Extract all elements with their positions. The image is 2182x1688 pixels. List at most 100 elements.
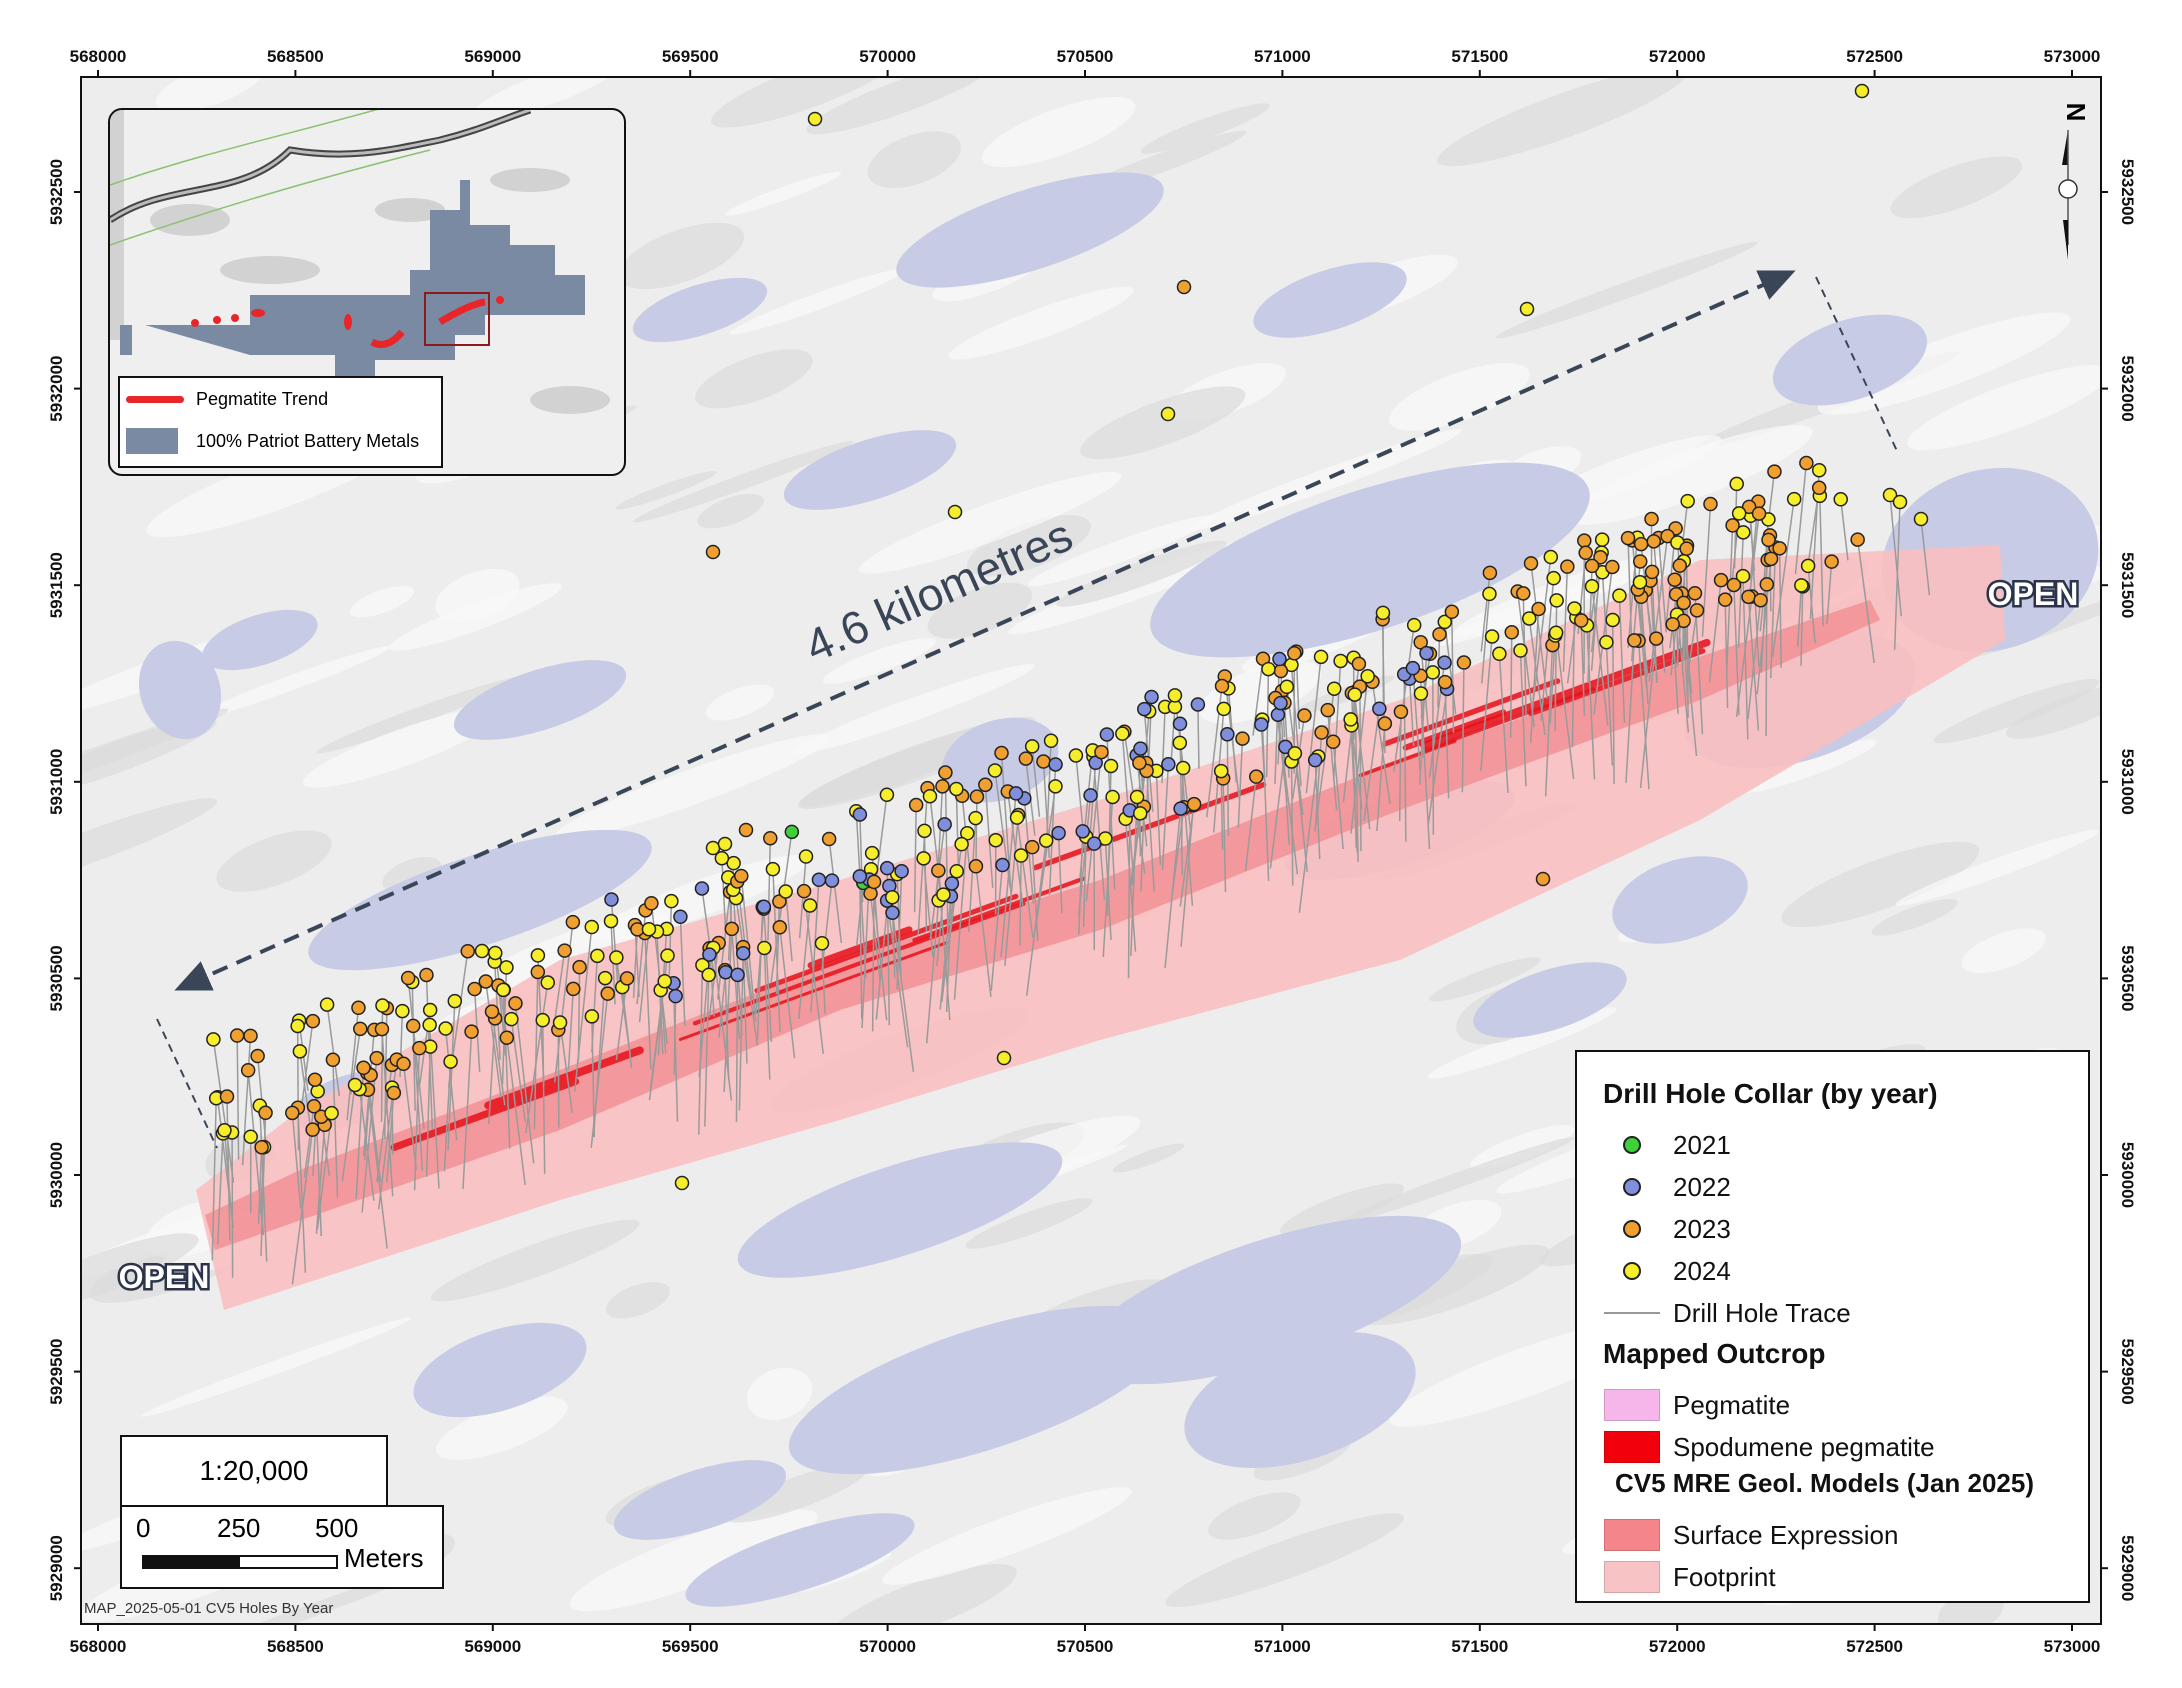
drill-hole-collar[interactable] <box>811 872 827 888</box>
drill-hole-collar[interactable] <box>1313 649 1329 665</box>
drill-hole-collar[interactable] <box>508 996 523 1011</box>
drill-hole-collar[interactable] <box>1672 558 1688 573</box>
drill-hole-collar[interactable] <box>396 1056 411 1072</box>
drill-hole-collar[interactable] <box>938 765 953 780</box>
drill-hole-collar[interactable] <box>319 997 335 1012</box>
drill-hole-collar[interactable] <box>969 789 985 804</box>
drill-hole-collar[interactable] <box>1075 824 1090 839</box>
drill-hole-collar[interactable] <box>1703 496 1718 512</box>
drill-hole-collar[interactable] <box>1548 625 1564 640</box>
drill-hole-collar[interactable] <box>1175 760 1191 776</box>
drill-hole-collar[interactable] <box>1632 574 1648 590</box>
drill-hole-collar[interactable] <box>590 948 605 964</box>
drill-hole-collar[interactable] <box>1375 605 1391 621</box>
drill-hole-collar[interactable] <box>419 967 434 983</box>
drill-hole-collar[interactable] <box>1043 733 1059 749</box>
drill-hole-collar[interactable] <box>375 998 390 1013</box>
drill-hole-collar[interactable] <box>243 1129 258 1144</box>
drill-hole-collar[interactable] <box>885 889 900 905</box>
drill-hole-collar[interactable] <box>702 947 717 962</box>
drill-hole-collar[interactable] <box>1729 476 1744 492</box>
drill-hole-collar[interactable] <box>356 1060 371 1076</box>
drill-hole-collar[interactable] <box>1584 579 1600 594</box>
drill-hole-collar[interactable] <box>1273 695 1288 711</box>
drill-hole-collar[interactable] <box>765 861 781 877</box>
drill-hole-collar[interactable] <box>1325 734 1341 749</box>
drill-hole-collar[interactable] <box>1753 592 1768 608</box>
drill-hole-collar[interactable] <box>968 859 984 874</box>
drill-hole-collar[interactable] <box>1406 617 1422 633</box>
drill-hole-collar[interactable] <box>936 887 951 902</box>
drill-hole-collar[interactable] <box>1068 748 1084 763</box>
drill-hole-collar[interactable] <box>756 899 772 915</box>
drill-hole-collar[interactable] <box>1811 462 1827 478</box>
drill-hole-collar[interactable] <box>935 779 950 794</box>
drill-hole-collar[interactable] <box>1190 697 1206 712</box>
drill-hole-collar[interactable] <box>718 964 733 980</box>
drill-hole-collar[interactable] <box>814 936 830 951</box>
drill-hole-collar[interactable] <box>1343 712 1358 727</box>
drill-hole-collar[interactable] <box>1013 848 1029 863</box>
drill-hole-collar[interactable] <box>488 945 503 961</box>
drill-hole-collar[interactable] <box>1850 532 1865 547</box>
drill-hole-collar[interactable] <box>931 863 946 878</box>
drill-hole-collar[interactable] <box>1018 751 1034 766</box>
drill-hole-collar[interactable] <box>1172 735 1188 751</box>
drill-hole-collar[interactable] <box>664 893 679 909</box>
drill-hole-collar[interactable] <box>1567 601 1582 616</box>
drill-hole-collar[interactable] <box>530 948 546 963</box>
drill-hole-collar[interactable] <box>206 1032 221 1047</box>
drill-hole-collar[interactable] <box>995 857 1010 873</box>
drill-hole-collar[interactable] <box>347 1077 363 1093</box>
drill-hole-collar[interactable] <box>968 810 983 826</box>
drill-hole-collar[interactable] <box>947 504 963 520</box>
drill-hole-collar[interactable] <box>1800 558 1816 574</box>
drill-hole-collar[interactable] <box>412 1040 427 1056</box>
drill-hole-collar[interactable] <box>1444 604 1460 620</box>
drill-hole-collar[interactable] <box>290 1018 305 1034</box>
drill-hole-collar[interactable] <box>1549 593 1564 608</box>
drill-hole-collar[interactable] <box>557 943 572 958</box>
drill-hole-collar[interactable] <box>324 1105 339 1121</box>
drill-hole-collar[interactable] <box>1646 534 1662 549</box>
drill-hole-collar[interactable] <box>254 1139 269 1155</box>
drill-hole-collar[interactable] <box>292 1044 308 1059</box>
drill-hole-collar[interactable] <box>1307 752 1323 768</box>
drill-hole-collar[interactable] <box>807 111 823 127</box>
drill-hole-collar[interactable] <box>1437 655 1452 670</box>
drill-hole-collar[interactable] <box>994 745 1009 761</box>
drill-hole-collar[interactable] <box>1612 588 1627 603</box>
drill-hole-collar[interactable] <box>1437 674 1453 690</box>
drill-hole-collar[interactable] <box>374 1021 390 1037</box>
drill-hole-collar[interactable] <box>603 913 619 929</box>
drill-hole-collar[interactable] <box>1132 806 1148 821</box>
drill-hole-collar[interactable] <box>1633 536 1649 552</box>
drill-hole-collar[interactable] <box>1161 757 1176 772</box>
drill-hole-collar[interactable] <box>705 544 721 560</box>
drill-hole-collar[interactable] <box>724 921 740 937</box>
drill-hole-collar[interactable] <box>1186 796 1202 812</box>
drill-hole-collar[interactable] <box>949 781 964 797</box>
drill-hole-collar[interactable] <box>1767 464 1782 479</box>
drill-hole-collar[interactable] <box>1086 836 1102 851</box>
drill-hole-collar[interactable] <box>1220 727 1235 742</box>
drill-hole-collar[interactable] <box>1594 532 1610 547</box>
drill-hole-collar[interactable] <box>1484 629 1500 644</box>
drill-hole-collar[interactable] <box>1759 577 1775 592</box>
drill-hole-collar[interactable] <box>772 920 788 935</box>
drill-hole-collar[interactable] <box>229 1028 245 1043</box>
drill-hole-collar[interactable] <box>1627 633 1642 648</box>
drill-hole-collar[interactable] <box>478 974 494 989</box>
drill-hole-collar[interactable] <box>734 868 749 884</box>
drill-hole-collar[interactable] <box>937 817 952 832</box>
drill-hole-collar[interactable] <box>824 873 840 888</box>
drill-hole-collar[interactable] <box>996 1050 1012 1066</box>
drill-hole-collar[interactable] <box>219 1089 235 1104</box>
drill-hole-collar[interactable] <box>1235 731 1250 746</box>
drill-hole-collar[interactable] <box>988 832 1004 848</box>
drill-hole-collar[interactable] <box>1173 801 1188 816</box>
drill-hole-collar[interactable] <box>484 1004 500 1019</box>
drill-hole-collar[interactable] <box>738 822 754 838</box>
drill-hole-collar[interactable] <box>1482 586 1497 602</box>
drill-hole-collar[interactable] <box>1287 746 1303 761</box>
